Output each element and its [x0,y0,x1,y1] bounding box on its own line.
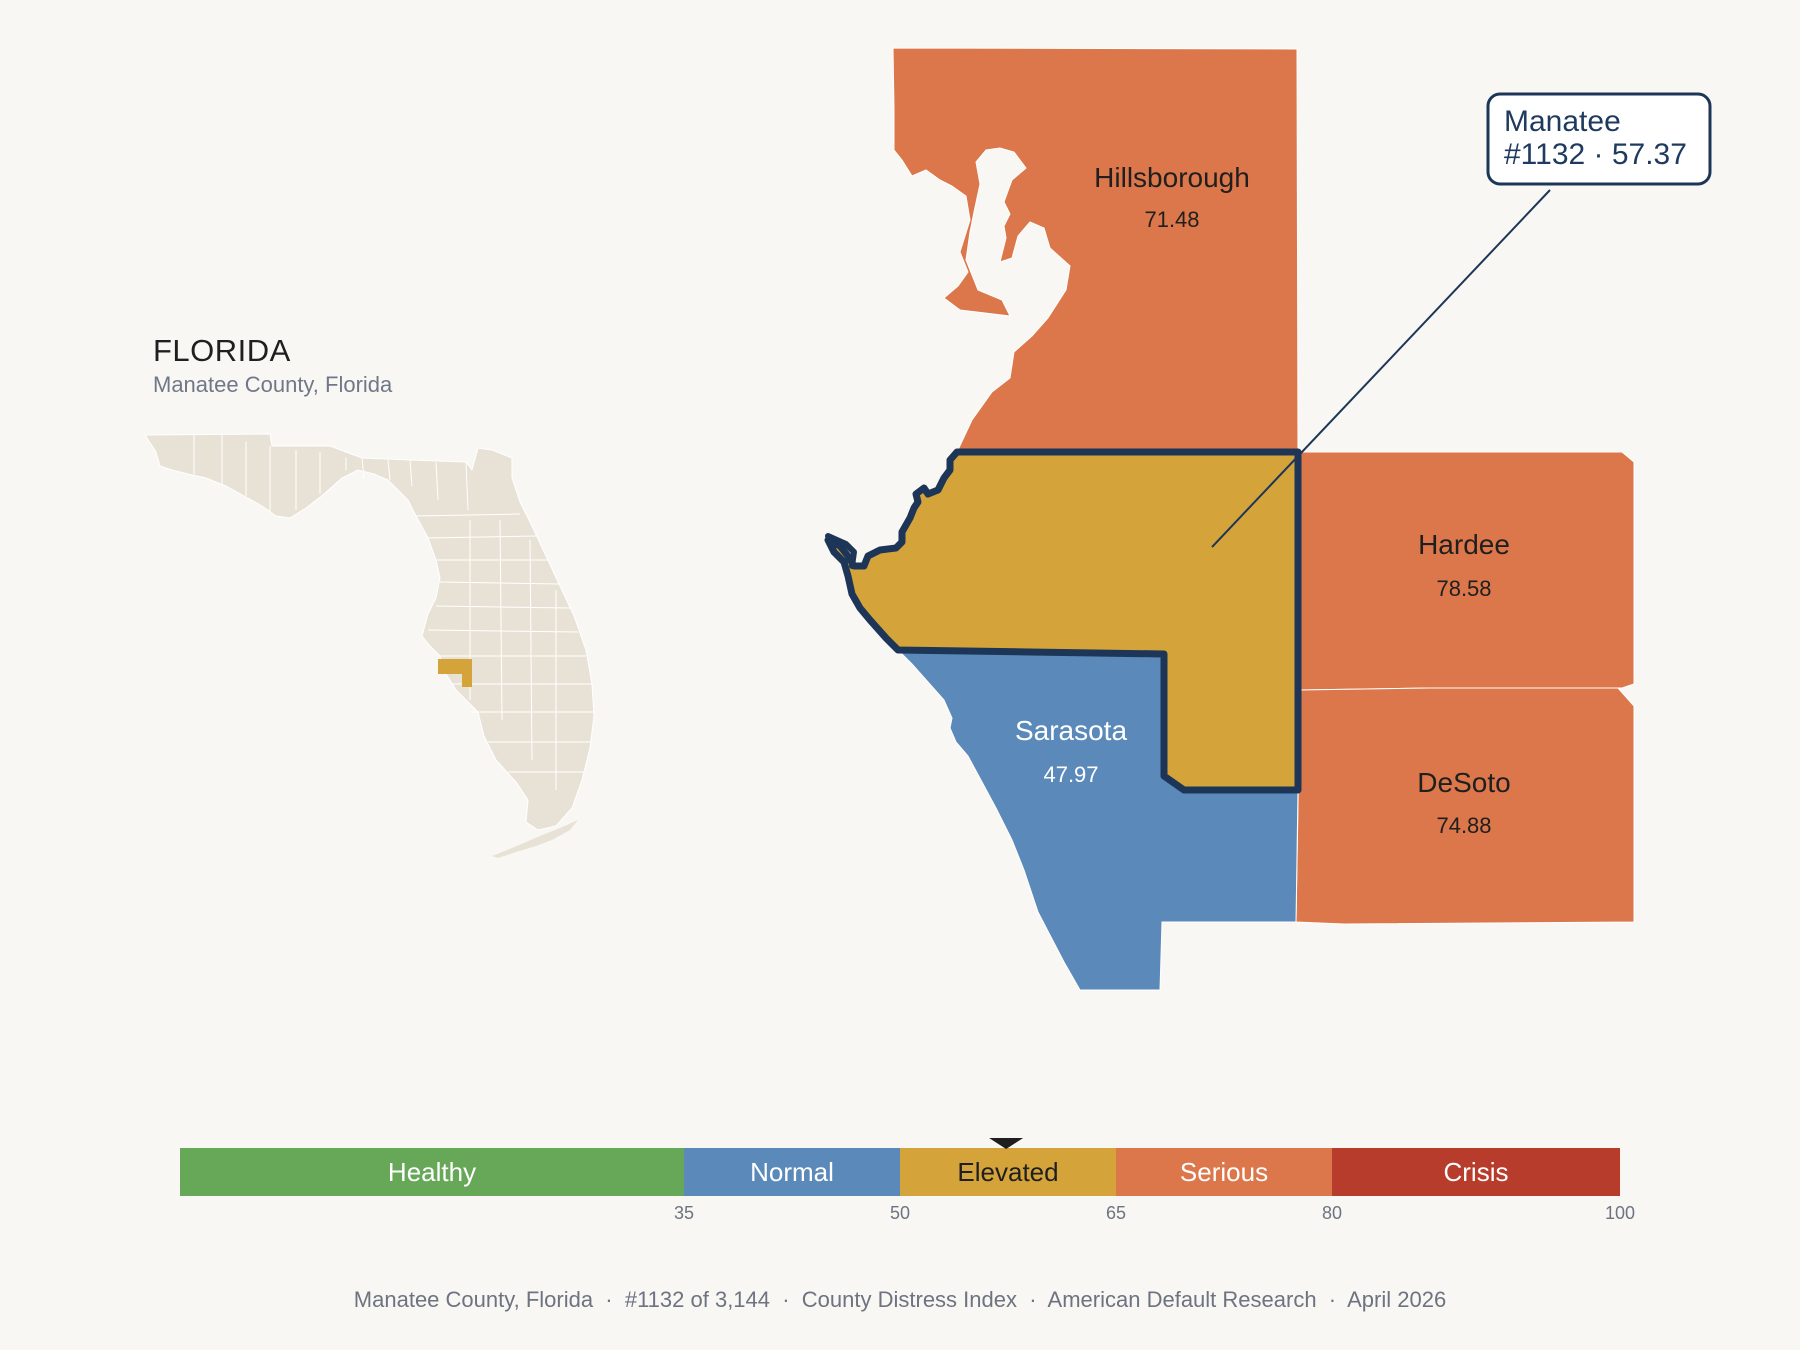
legend-tick-100: 100 [1605,1203,1635,1223]
callout-rank-value: #1132 · 57.37 [1504,138,1687,171]
inset-manatee-highlight-south [462,672,472,687]
florida-inset: FLORIDA Manatee County, Florida [144,333,595,858]
county-labels: Hillsborough 71.48 Hardee 78.58 Sarasota… [1015,162,1511,838]
label-hardee-value: 78.58 [1436,576,1491,601]
label-desoto-name: DeSoto [1417,767,1510,798]
callout-leader-line [1211,189,1551,548]
legend-label-crisis: Crisis [1444,1157,1509,1187]
footer-caption: Manatee County, Florida · #1132 of 3,144… [354,1287,1446,1312]
distress-legend: Healthy Normal Elevated Serious Crisis 35 50 65… [180,1138,1635,1223]
label-hardee-name: Hardee [1418,529,1510,560]
florida-state-shape [144,433,595,831]
inset-title: FLORIDA [153,333,291,368]
florida-keys [492,820,578,858]
label-desoto-value: 74.88 [1436,813,1491,838]
manatee-callout: Manatee #1132 · 57.37 [1211,92,1712,548]
legend-band-serious [1116,1148,1332,1196]
county-desoto[interactable] [1295,687,1635,925]
legend-tick-50: 50 [890,1203,910,1223]
label-hillsborough-name: Hillsborough [1094,162,1250,193]
county-hillsborough[interactable] [892,47,1299,453]
label-hillsborough-value: 71.48 [1144,207,1199,232]
callout-box [1486,92,1712,186]
legend-band-elevated [900,1148,1116,1196]
florida-county-lines [193,434,594,790]
county-manatee-spit [825,533,857,569]
legend-marker-icon [989,1138,1024,1149]
inset-subtitle: Manatee County, Florida [153,372,393,397]
label-sarasota-name: Sarasota [1015,715,1127,746]
legend-band-normal [684,1148,900,1196]
legend-tick-65: 65 [1106,1203,1126,1223]
legend-label-elevated: Elevated [957,1157,1058,1187]
legend-band-crisis [1332,1148,1620,1196]
legend-label-healthy: Healthy [388,1157,476,1187]
legend-tick-35: 35 [674,1203,694,1223]
legend-tick-80: 80 [1322,1203,1342,1223]
county-hardee[interactable] [1299,451,1635,691]
inset-manatee-highlight [438,659,472,674]
legend-label-normal: Normal [750,1157,834,1187]
callout-county-name: Manatee [1504,105,1621,138]
county-map [824,47,1635,991]
label-sarasota-value: 47.97 [1043,762,1098,787]
legend-label-serious: Serious [1180,1157,1268,1187]
legend-band-healthy [180,1148,684,1196]
